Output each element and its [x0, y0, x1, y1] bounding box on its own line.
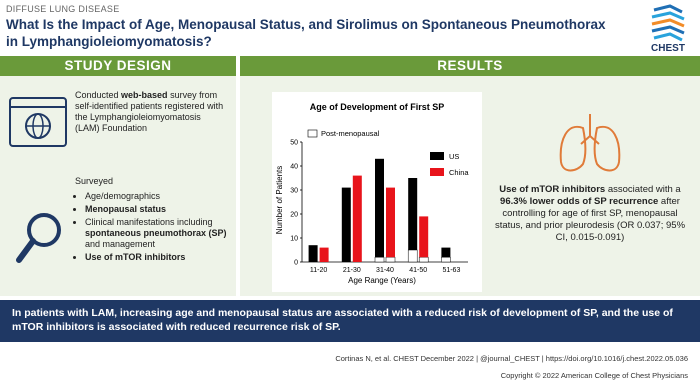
list-item: Age/demographics	[85, 191, 230, 202]
surveyed: Surveyed Age/demographics Menopausal sta…	[75, 176, 230, 265]
bar	[419, 216, 429, 258]
text-run: Menopausal status	[85, 204, 167, 214]
x-tick-label: 51-63	[442, 267, 460, 274]
x-tick-label: 31-40	[376, 267, 394, 274]
text-run: Use of mTOR inhibitors	[85, 252, 186, 262]
post-menopausal-bar	[407, 249, 418, 263]
bar	[441, 247, 451, 258]
text-run: Age/demographics	[85, 191, 161, 201]
legend-swatch	[430, 168, 444, 176]
y-tick-label: 20	[290, 212, 298, 219]
bar	[308, 245, 318, 262]
x-tick-label: 21-30	[343, 267, 361, 274]
text-run: after controlling for age of first SP, m…	[494, 196, 686, 243]
results-heading: RESULTS	[240, 56, 700, 76]
text-run: spontaneous pneumothorax (SP)	[85, 228, 227, 238]
study-design-heading: STUDY DESIGN	[0, 56, 236, 76]
list-item: Menopausal status	[85, 204, 230, 215]
lungs-icon	[559, 114, 621, 172]
post-menopausal-bar	[374, 256, 385, 263]
bar	[352, 175, 362, 262]
bar	[408, 178, 418, 250]
y-tick-label: 0	[294, 260, 298, 267]
bar	[386, 187, 395, 258]
text-run: associated with a	[605, 184, 681, 195]
y-tick-label: 30	[290, 188, 298, 195]
post-menopausal-bar	[418, 256, 429, 263]
x-axis-label: Age Range (Years)	[348, 276, 416, 285]
legend-swatch	[430, 152, 444, 160]
category: DIFFUSE LUNG DISEASE	[6, 4, 120, 14]
surveyed-label: Surveyed	[75, 176, 114, 186]
list-item: Clinical manifestations including sponta…	[85, 217, 230, 250]
chart-title: Age of Development of First SP	[310, 102, 445, 112]
logo-icon: CHEST	[651, 4, 685, 54]
citation: Cortinas N, et al. CHEST December 2022 |…	[335, 354, 688, 363]
design-description: Conducted web-based survey from self-ide…	[75, 90, 225, 134]
list-item: Use of mTOR inhibitors	[85, 252, 230, 263]
bar	[341, 187, 351, 262]
bar	[319, 247, 329, 262]
legend-label: Post-menopausal	[321, 129, 380, 138]
x-tick-label: 11-20	[310, 267, 327, 274]
conclusion: In patients with LAM, increasing age and…	[0, 300, 700, 342]
y-tick-label: 40	[290, 164, 298, 171]
browser-icon	[9, 97, 67, 147]
legend-label: China	[449, 168, 469, 177]
logo-stripes	[651, 4, 685, 42]
post-menopausal-bar	[385, 256, 396, 263]
text-run: 96.3% lower odds of SP recurrence	[500, 196, 659, 207]
bar	[375, 158, 384, 258]
legend-swatch	[307, 129, 318, 138]
study-design-panel	[0, 76, 236, 296]
title: What Is the Impact of Age, Menopausal St…	[6, 17, 606, 49]
y-axis-label: Number of Patients	[275, 166, 284, 234]
y-tick-label: 10	[290, 236, 298, 243]
legend-label: US	[449, 152, 459, 161]
text-run: Clinical manifestations including	[85, 217, 213, 227]
y-tick-label: 50	[290, 140, 298, 147]
text-run: Use of mTOR inhibitors	[499, 184, 606, 195]
surveyed-list: Age/demographics Menopausal status Clini…	[75, 191, 230, 263]
text-run: survey from self-identified patients reg…	[75, 90, 224, 133]
x-tick-label: 41-50	[409, 267, 427, 274]
copyright: Copyright © 2022 American College of Che…	[500, 371, 688, 380]
text-run: Conducted	[75, 90, 122, 100]
logo-text: CHEST	[651, 43, 685, 54]
text-run: web-based	[121, 90, 168, 100]
magnifier-icon	[16, 213, 61, 263]
post-menopausal-bar	[441, 256, 451, 263]
text-run: and management	[85, 239, 156, 249]
chart: Age of Development of First SP Age Range…	[272, 92, 482, 292]
finding: Use of mTOR inhibitors associated with a…	[490, 184, 690, 244]
